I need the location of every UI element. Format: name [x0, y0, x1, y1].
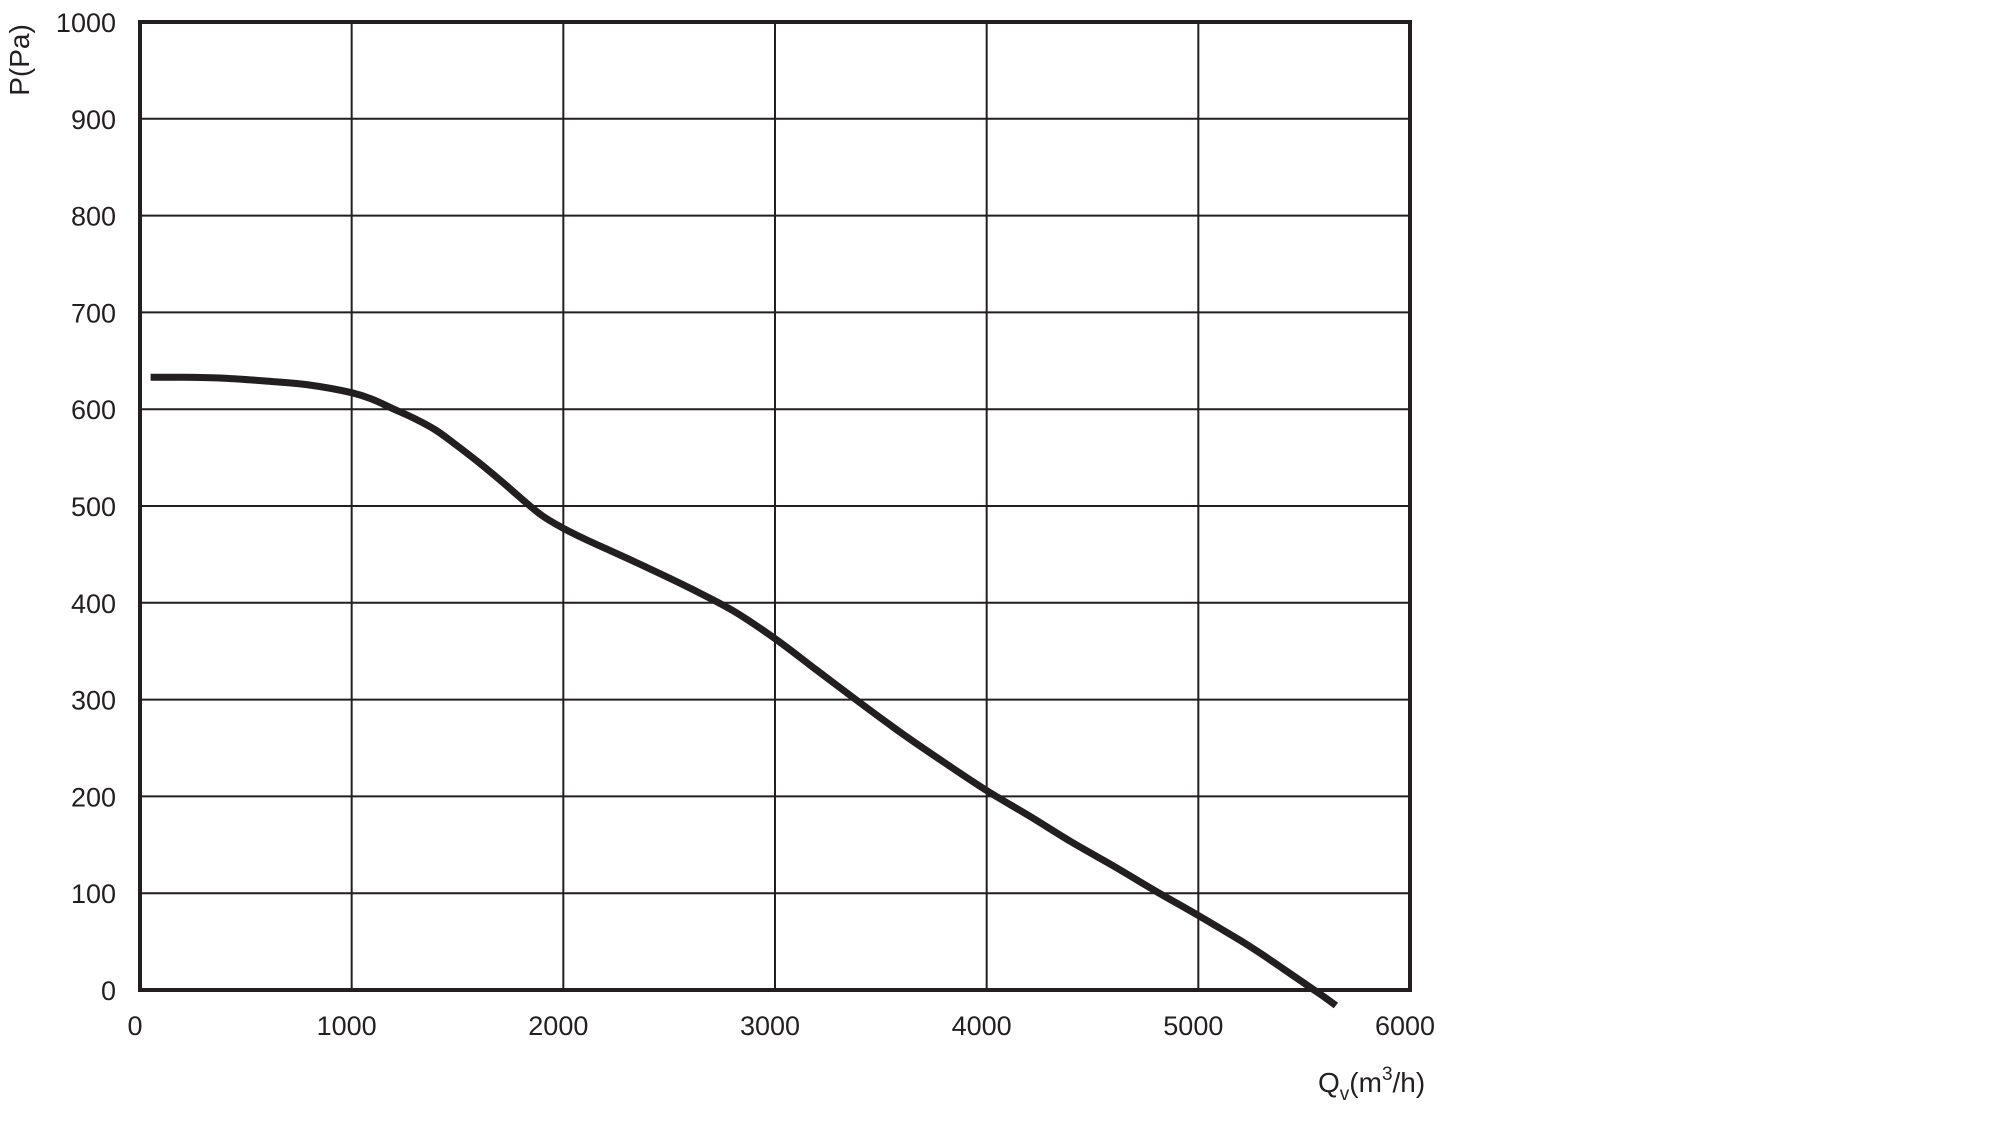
y-tick-label-7: 700 — [71, 298, 116, 328]
x-tick-label-4: 4000 — [952, 1011, 1012, 1041]
y-tick-label-0: 0 — [101, 976, 116, 1006]
x-tick-label-1: 1000 — [317, 1011, 377, 1041]
y-tick-label-2: 200 — [71, 782, 116, 812]
x-axis-title: Qv(m3/h) — [1318, 1064, 1425, 1105]
y-tick-label-8: 800 — [71, 202, 116, 232]
x-tick-label-0: 0 — [127, 1011, 142, 1041]
x-axis-title-main: Q — [1318, 1067, 1340, 1098]
y-tick-label-4: 400 — [71, 589, 116, 619]
x-axis-title-subscript: v — [1340, 1084, 1350, 1105]
x-tick-label-5: 5000 — [1163, 1011, 1223, 1041]
y-axis-title: P(Pa) — [4, 24, 35, 96]
y-tick-labels: 0 100 200 300 400 500 600 700 800 900 1000 — [56, 8, 116, 1006]
x-axis-title-unit-close: /h) — [1393, 1067, 1426, 1098]
y-tick-label-3: 300 — [71, 686, 116, 716]
y-tick-label-1: 100 — [71, 879, 116, 909]
grid-lines — [139, 21, 1411, 991]
plot-frame — [138, 20, 1412, 992]
curve-group — [150, 373, 1339, 1009]
y-tick-label-5: 500 — [71, 492, 116, 522]
x-tick-labels: 0 1000 2000 3000 4000 5000 6000 — [127, 1011, 1435, 1041]
x-tick-label-3: 3000 — [740, 1011, 800, 1041]
y-tick-label-10: 1000 — [56, 8, 116, 38]
x-axis-title-unit-open: (m — [1349, 1067, 1382, 1098]
x-tick-label-6: 6000 — [1375, 1011, 1435, 1041]
x-axis-title-superscript: 3 — [1382, 1064, 1393, 1085]
y-tick-label-6: 600 — [71, 395, 116, 425]
y-tick-label-9: 900 — [71, 105, 116, 135]
x-tick-label-2: 2000 — [528, 1011, 588, 1041]
series-line-0 — [150, 373, 1339, 1009]
